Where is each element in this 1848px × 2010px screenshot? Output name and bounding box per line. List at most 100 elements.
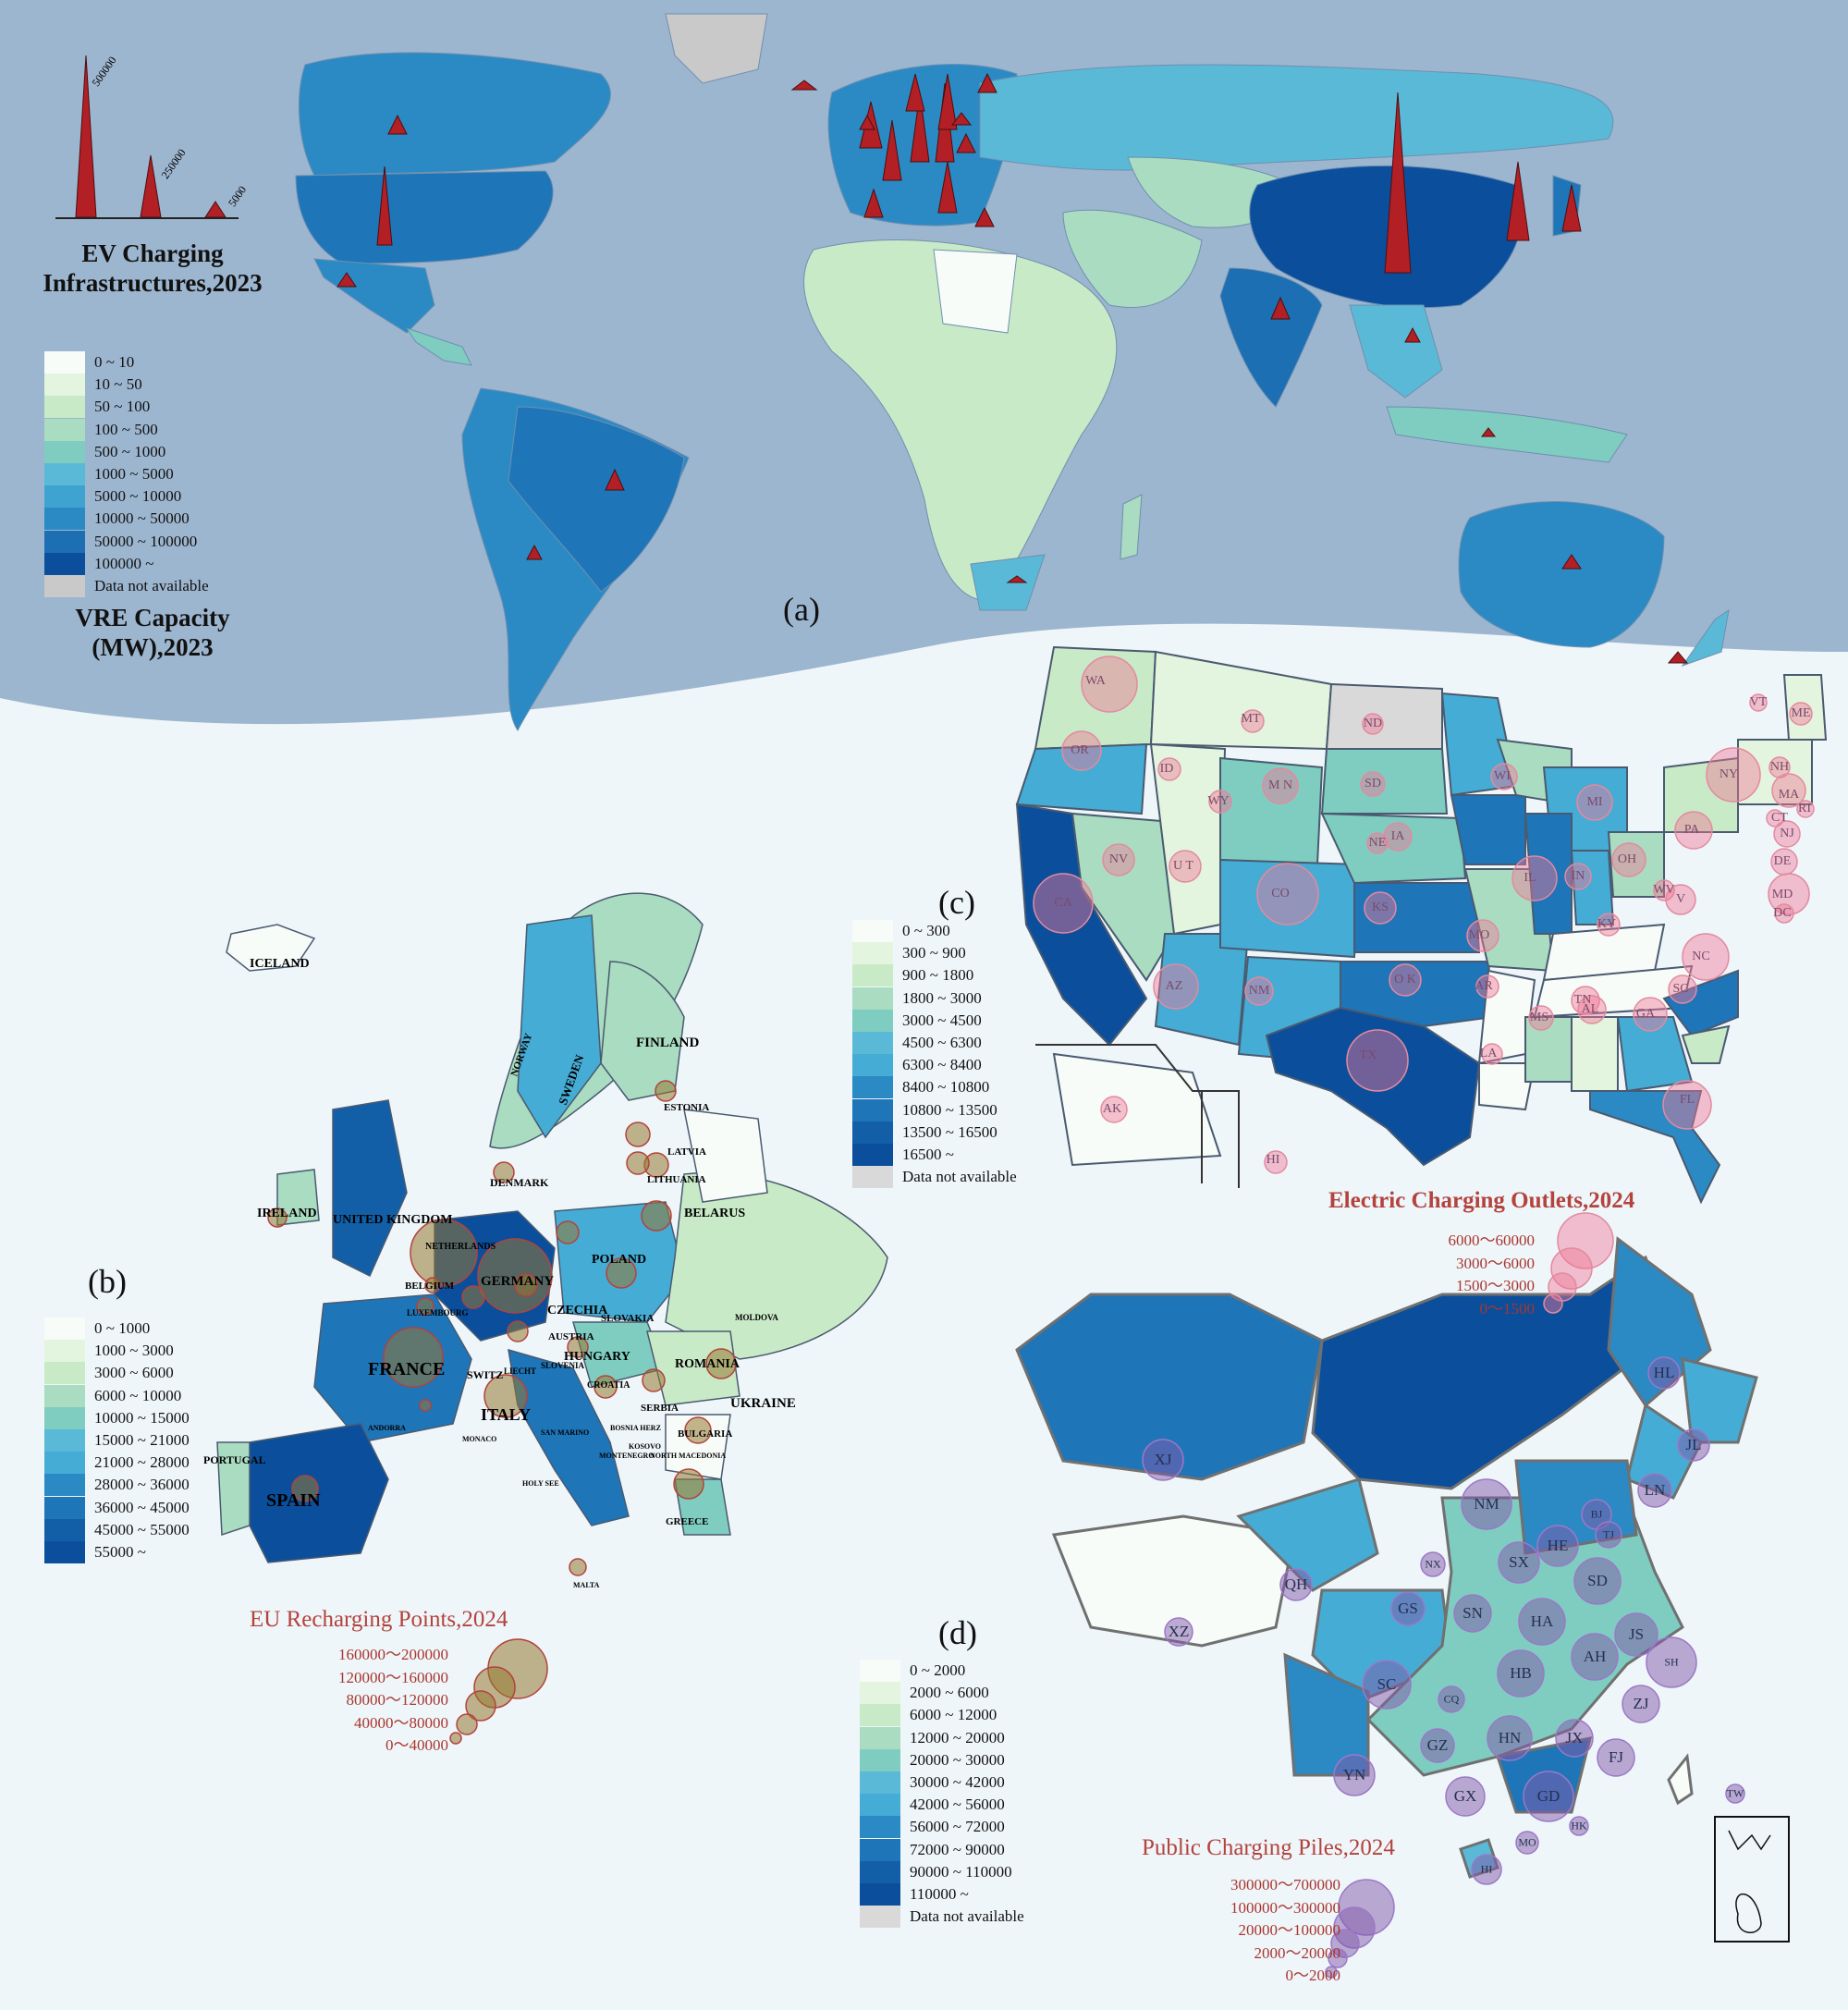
- us-bubble: [1466, 919, 1499, 952]
- legend-swatch: [44, 1496, 85, 1519]
- australia: [1458, 501, 1665, 648]
- state-label: MD: [1771, 888, 1793, 901]
- us-bubble: [1475, 974, 1499, 999]
- legend-label: 8400 ~ 10800: [902, 1078, 990, 1097]
- legend-swatch: [44, 396, 85, 419]
- state-label: WY: [1207, 794, 1230, 808]
- europe-map: [216, 892, 888, 1563]
- legend-label: 3000 ~ 4500: [902, 1011, 982, 1029]
- eu-bubble: [684, 1416, 712, 1444]
- province-label: AH: [1583, 1648, 1607, 1665]
- legend-row: 1800 ~ 3000: [852, 987, 1017, 1010]
- country-label: DENMARK: [490, 1176, 549, 1189]
- province-label: SN: [1462, 1604, 1483, 1622]
- country-label: BELARUS: [684, 1207, 746, 1220]
- legend-label: 0 ~ 10: [94, 353, 135, 372]
- legend-label: 0 ~ 2000: [910, 1661, 966, 1680]
- us-bubble: [1789, 702, 1813, 726]
- province-label: XZ: [1168, 1623, 1190, 1640]
- legend-swatch: [860, 1816, 900, 1839]
- state-label: MS: [1529, 1011, 1549, 1024]
- country-label: ICELAND: [250, 957, 310, 971]
- eu-bubble: [291, 1475, 319, 1502]
- us-bubble: [1564, 863, 1592, 890]
- china: [1249, 165, 1523, 309]
- legend-swatch: [44, 1318, 85, 1341]
- country-label: POLAND: [592, 1253, 647, 1267]
- country-label: FRANCE: [368, 1359, 446, 1379]
- legend-label: 10 ~ 50: [94, 375, 142, 394]
- eu-bubble: [655, 1080, 677, 1102]
- country-label: BOSNIA HERZ: [610, 1424, 661, 1432]
- legend-label: 90000 ~ 110000: [910, 1862, 1012, 1881]
- legend-row: 0 ~ 1000: [44, 1318, 190, 1341]
- eu-bubble: [383, 1327, 444, 1388]
- state-label: MO: [1468, 928, 1490, 942]
- state-label: RI: [1798, 802, 1811, 815]
- china-bubble: [1453, 1594, 1492, 1633]
- legend-row: 10800 ~ 13500: [852, 1098, 1017, 1121]
- legend-row: 15000 ~ 21000: [44, 1429, 190, 1452]
- legend-label: 56000 ~ 72000: [910, 1818, 1005, 1836]
- us-legend-bubble: [1550, 1247, 1593, 1290]
- eu-bubble: [507, 1320, 529, 1342]
- us-bubble: [1796, 800, 1815, 818]
- us-bubble: [1033, 873, 1094, 934]
- province-label: TJ: [1603, 1527, 1614, 1541]
- country-label: CROATIA: [587, 1380, 630, 1391]
- us-legend-bubble: [1543, 1293, 1563, 1314]
- china-title: Public Charging Piles,2024: [1142, 1835, 1395, 1860]
- legend-swatch: [852, 1166, 893, 1189]
- china-bubble: [1523, 1771, 1574, 1822]
- us-bubble: [1208, 790, 1232, 814]
- province-label: TW: [1726, 1786, 1744, 1800]
- legend-label: 100 ~ 500: [94, 420, 158, 438]
- us-bubble: [1383, 822, 1413, 852]
- state-label: NM: [1248, 984, 1270, 998]
- legend-label: 45000 ~ 55000: [94, 1520, 190, 1538]
- us-bubble: [1577, 995, 1607, 1024]
- china-bubble: [1362, 1660, 1412, 1710]
- us-bubble: [1706, 747, 1761, 803]
- southeast-asia: [1349, 304, 1443, 398]
- us-bubble: [1597, 913, 1621, 937]
- china-bubble: [1420, 1551, 1446, 1577]
- legend-swatch: [44, 1540, 85, 1563]
- eu-bubble: [626, 1151, 650, 1175]
- panel-a-label: (a): [783, 591, 820, 628]
- legend-swatch: [852, 920, 893, 943]
- us-bubble: [1100, 1096, 1128, 1123]
- legend-swatch: [860, 1794, 900, 1817]
- china-bubble: [1637, 1473, 1672, 1508]
- country-label: HUNGARY: [564, 1350, 630, 1364]
- us-bubble: [1346, 1029, 1409, 1092]
- legend-swatch: [44, 463, 85, 486]
- eu-bubble: [410, 1219, 478, 1287]
- country-label: GERMANY: [481, 1274, 555, 1289]
- eu-bubble: [641, 1200, 672, 1232]
- country-label: SPAIN: [266, 1490, 321, 1511]
- us-bubble: [1169, 850, 1202, 883]
- us-bubble: [1773, 820, 1801, 848]
- legend-label: 2000 ~ 6000: [910, 1684, 989, 1702]
- legend-row: 28000 ~ 36000: [44, 1474, 190, 1497]
- legend-swatch: [44, 530, 85, 553]
- legend-row: 21000 ~ 28000: [44, 1452, 190, 1475]
- country-label: MOLDOVA: [735, 1313, 778, 1322]
- legend-swatch: [44, 1429, 85, 1452]
- state-label: NY: [1719, 767, 1739, 781]
- us-bubble: [1362, 713, 1384, 735]
- china-legend-bubble: [1325, 1966, 1338, 1979]
- legend-row: 50 ~ 100: [44, 396, 209, 419]
- legend-row: 42000 ~ 56000: [860, 1794, 1024, 1817]
- eu-bubble: [673, 1468, 704, 1500]
- eu-bubble: [514, 1273, 538, 1297]
- legend-label: 72000 ~ 90000: [910, 1840, 1005, 1858]
- country-label: IRELAND: [257, 1207, 317, 1220]
- state-label: AR: [1475, 979, 1493, 993]
- legend-row: 13500 ~ 16500: [852, 1121, 1017, 1144]
- legend-row: Data not available: [44, 574, 209, 597]
- legend-row: 100000 ~: [44, 552, 209, 575]
- china-bubble: [1677, 1428, 1710, 1462]
- legend-label: 110000 ~: [910, 1884, 969, 1903]
